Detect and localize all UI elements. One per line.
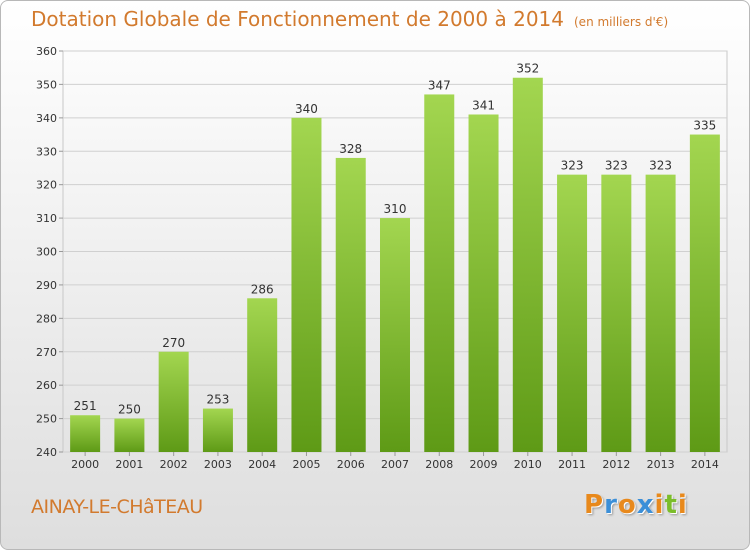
data-label: 335 xyxy=(693,119,716,133)
logo-letter: o xyxy=(617,490,637,520)
x-tick-label: 2006 xyxy=(337,458,365,471)
x-tick-label: 2001 xyxy=(115,458,143,471)
data-label: 341 xyxy=(472,98,495,112)
data-label: 323 xyxy=(605,159,628,173)
data-label: 251 xyxy=(74,399,97,413)
logo-letter: t xyxy=(664,490,678,520)
y-tick-label: 320 xyxy=(36,179,57,192)
data-label: 253 xyxy=(206,393,229,407)
bar xyxy=(689,134,720,452)
data-label: 352 xyxy=(516,62,539,76)
x-tick-label: 2014 xyxy=(691,458,719,471)
x-tick-label: 2000 xyxy=(71,458,99,471)
x-tick-label: 2005 xyxy=(292,458,320,471)
data-label: 250 xyxy=(118,403,141,417)
x-tick-label: 2013 xyxy=(647,458,675,471)
y-tick-label: 330 xyxy=(36,145,57,158)
x-tick-label: 2008 xyxy=(425,458,453,471)
bar xyxy=(380,218,410,452)
data-label: 328 xyxy=(339,142,362,156)
y-tick-label: 300 xyxy=(36,246,57,259)
data-label: 270 xyxy=(162,336,185,350)
data-label: 286 xyxy=(251,282,274,296)
x-tick-label: 2009 xyxy=(470,458,498,471)
x-tick-label: 2003 xyxy=(204,458,232,471)
y-tick-label: 350 xyxy=(36,78,57,91)
data-label: 340 xyxy=(295,102,318,116)
data-label: 323 xyxy=(649,159,672,173)
logo-letter: i xyxy=(654,490,665,520)
bar xyxy=(158,351,189,452)
y-tick-label: 340 xyxy=(36,112,57,125)
data-label: 323 xyxy=(561,159,584,173)
y-tick-label: 240 xyxy=(36,446,57,459)
bar xyxy=(291,117,322,452)
y-tick-label: 260 xyxy=(36,379,57,392)
bars xyxy=(70,77,720,453)
bar xyxy=(335,157,366,452)
x-tick-label: 2002 xyxy=(160,458,188,471)
y-tick-label: 280 xyxy=(36,312,57,325)
data-label: 347 xyxy=(428,78,451,92)
bar xyxy=(202,408,233,452)
y-tick-label: 360 xyxy=(36,45,57,58)
y-tick-label: 250 xyxy=(36,413,57,426)
bar xyxy=(601,174,632,452)
y-tick-label: 270 xyxy=(36,346,57,359)
x-tick-label: 2010 xyxy=(514,458,542,471)
y-axis: 240 250 260 270 280 290 300 310 320 330 340 350 360 xyxy=(36,45,63,459)
chart-title-text: Dotation Globale de Fonctionnement de 20… xyxy=(31,7,564,31)
bar xyxy=(70,415,101,452)
bar xyxy=(468,114,499,452)
logo-letter: x xyxy=(636,490,655,520)
data-label: 310 xyxy=(384,202,407,216)
bar xyxy=(247,298,278,452)
x-tick-label: 2012 xyxy=(602,458,630,471)
x-tick-label: 2004 xyxy=(248,458,276,471)
bar xyxy=(512,77,543,452)
x-tick-label: 2007 xyxy=(381,458,409,471)
bar xyxy=(557,174,588,452)
chart-title: Dotation Globale de Fonctionnement de 20… xyxy=(31,7,668,31)
commune-name: AINAY-LE-CHâTEAU xyxy=(31,496,203,518)
logo-letter: r xyxy=(604,490,618,520)
data-labels: 251 250 270 253 286 340 328 310 347 341 352 323 323 3… xyxy=(74,62,717,417)
chart-units: (en milliers d'€) xyxy=(574,15,669,29)
logo-letter: i xyxy=(677,490,688,520)
bar xyxy=(645,174,676,452)
y-tick-label: 310 xyxy=(36,212,57,225)
y-tick-label: 290 xyxy=(36,279,57,292)
x-axis: 2000 2001 2002 2003 2004 2005 2006 2007 2008 2009… xyxy=(71,452,719,471)
bar xyxy=(424,94,455,453)
logo-letter: P xyxy=(584,490,605,520)
proxiti-logo: Proxiti xyxy=(584,490,688,520)
bar xyxy=(114,418,145,452)
x-tick-label: 2011 xyxy=(558,458,586,471)
